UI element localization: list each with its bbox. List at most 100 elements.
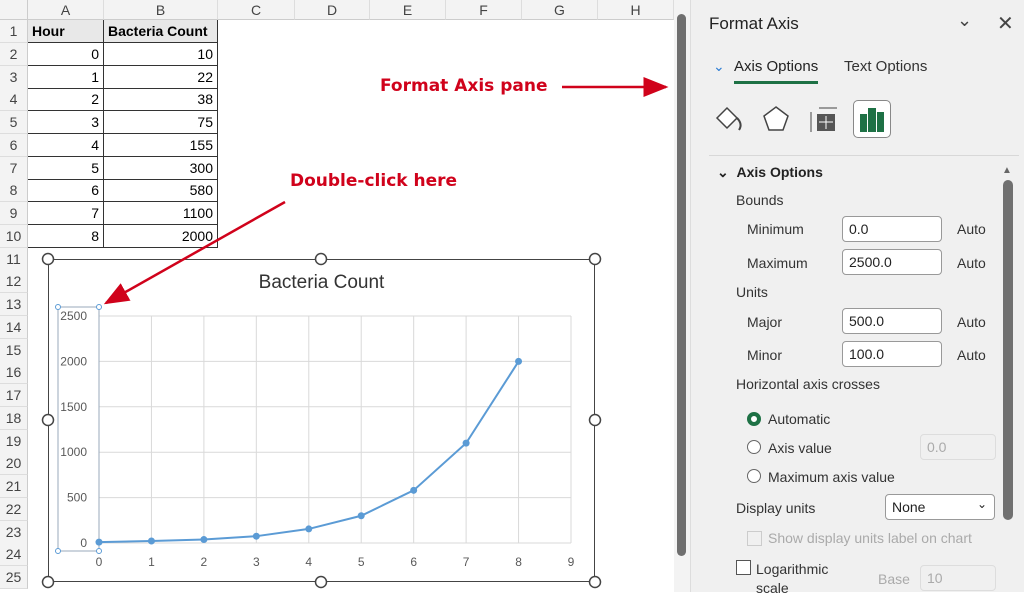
logarithmic-checkbox[interactable] [736,560,751,575]
pane-options-chevron-icon[interactable]: ⌄ [957,10,973,30]
minimum-input[interactable]: 0.0 [842,216,942,242]
size-properties-icon[interactable] [809,104,839,134]
crosses-label: Horizontal axis crosses [736,376,880,392]
column-header-b[interactable]: B [104,0,218,20]
pane-scroll-up-icon[interactable]: ▲ [1002,165,1012,176]
column-header-h[interactable]: H [598,0,674,20]
row-header[interactable]: 1 [0,20,28,43]
cell-count[interactable]: 22 [104,65,218,89]
row-header[interactable]: 10 [0,224,28,248]
chart-resize-handle[interactable] [314,575,328,589]
column-header-c[interactable]: C [218,0,295,20]
header-cell-hour[interactable]: Hour [28,20,104,43]
row-header[interactable]: 18 [0,406,28,430]
axis-selection-handle [55,304,61,310]
major-input[interactable]: 500.0 [842,308,942,334]
radio-automatic-label[interactable]: Automatic [768,411,831,427]
radio-axis-value-label[interactable]: Axis value [768,440,832,456]
base-input[interactable]: 10 [920,565,996,591]
row-header[interactable]: 21 [0,475,28,498]
row-header[interactable]: 17 [0,384,28,407]
row-header[interactable]: 3 [0,65,28,89]
chart-resize-handle[interactable] [588,252,602,266]
radio-automatic[interactable] [747,412,761,426]
cell-count[interactable]: 300 [104,156,218,180]
display-units-select[interactable]: None ⌄ [885,494,995,520]
major-auto[interactable]: Auto [957,314,986,330]
column-header-a[interactable]: A [28,0,104,20]
maximum-input[interactable]: 2500.0 [842,249,942,275]
close-icon[interactable]: ✕ [997,13,1014,35]
section-axis-options[interactable]: ⌄ Axis Options [717,164,823,181]
cell-hour[interactable]: 6 [28,179,104,203]
logarithmic-label[interactable]: Logarithmic scale [756,561,829,596]
chart-resize-handle[interactable] [41,413,55,427]
chart-resize-handle[interactable] [41,252,55,266]
row-header[interactable]: 23 [0,520,28,544]
row-header[interactable]: 5 [0,111,28,134]
tab-text-options[interactable]: Text Options [844,58,928,75]
row-header[interactable]: 15 [0,338,28,362]
column-header-e[interactable]: E [370,0,446,20]
chart-object[interactable] [48,259,595,582]
row-header[interactable]: 6 [0,133,28,157]
minor-input[interactable]: 100.0 [842,341,942,367]
chart-resize-handle[interactable] [588,413,602,427]
axis-options-icon[interactable] [853,100,891,138]
cell-hour[interactable]: 2 [28,88,104,112]
selected-vertical-axis[interactable] [57,306,100,552]
cell-hour[interactable]: 0 [28,42,104,66]
cell-count[interactable]: 75 [104,111,218,134]
cell-hour[interactable]: 4 [28,133,104,157]
chart-title[interactable]: Bacteria Count [258,272,385,293]
row-header[interactable]: 8 [0,179,28,203]
chevron-down-icon: ⌄ [713,58,725,74]
row-header[interactable]: 19 [0,429,28,453]
row-header[interactable]: 13 [0,293,28,316]
show-units-checkbox[interactable] [747,531,762,546]
chart-resize-handle[interactable] [41,575,55,589]
row-header[interactable]: 24 [0,543,28,567]
chart-resize-handle[interactable] [588,575,602,589]
cell-hour[interactable]: 3 [28,111,104,134]
row-header[interactable]: 20 [0,452,28,476]
cell-hour[interactable]: 8 [28,224,104,248]
row-header[interactable]: 22 [0,497,28,521]
cell-count[interactable]: 38 [104,88,218,112]
column-header-d[interactable]: D [295,0,370,20]
fill-line-icon[interactable] [713,104,747,134]
scrollbar-thumb[interactable] [677,14,686,556]
cell-hour[interactable]: 7 [28,202,104,225]
radio-maximum-label[interactable]: Maximum axis value [768,469,895,485]
row-header[interactable]: 12 [0,270,28,294]
row-header[interactable]: 11 [0,247,28,271]
sheet-scrollbar[interactable] [674,0,690,592]
effects-icon[interactable] [761,104,791,134]
column-header-g[interactable]: G [522,0,598,20]
row-header[interactable]: 16 [0,361,28,385]
x-tick-label: 5 [358,555,365,569]
axis-value-input[interactable]: 0.0 [920,434,996,460]
cell-count[interactable]: 10 [104,42,218,66]
pane-scrollbar-thumb[interactable] [1003,180,1013,520]
row-header[interactable]: 9 [0,202,28,225]
row-header[interactable]: 7 [0,156,28,180]
select-all-corner[interactable] [0,0,28,20]
maximum-auto[interactable]: Auto [957,255,986,271]
cell-count[interactable]: 155 [104,133,218,157]
cell-hour[interactable]: 1 [28,65,104,89]
cell-hour[interactable]: 5 [28,156,104,180]
tab-axis-options[interactable]: Axis Options [734,58,819,84]
minor-auto[interactable]: Auto [957,347,986,363]
row-header[interactable]: 14 [0,315,28,339]
header-cell-bacteria-count[interactable]: Bacteria Count [104,20,218,43]
row-header[interactable]: 4 [0,88,28,112]
radio-axis-value[interactable] [747,440,761,454]
minimum-auto[interactable]: Auto [957,221,986,237]
row-header[interactable]: 25 [0,566,28,589]
column-header-f[interactable]: F [446,0,522,20]
radio-maximum-axis-value[interactable] [747,469,761,483]
row-header[interactable]: 2 [0,42,28,66]
chart-resize-handle[interactable] [314,252,328,266]
